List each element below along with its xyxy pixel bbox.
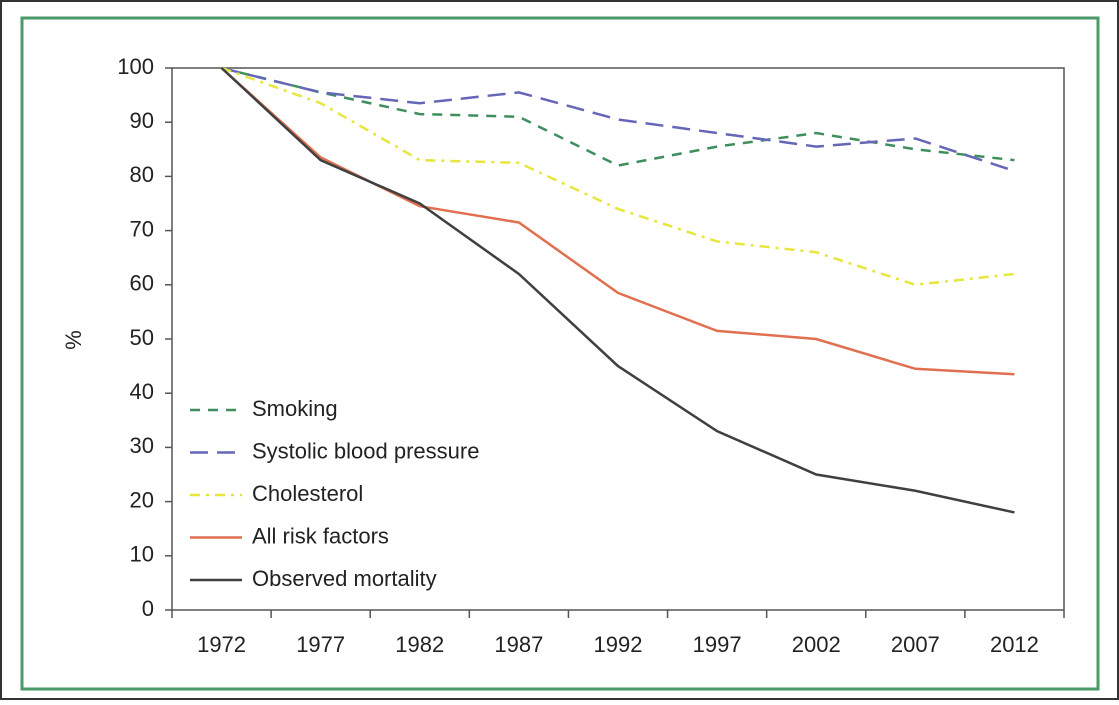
y-tick-label: 50 xyxy=(130,325,154,350)
frame xyxy=(20,16,1100,691)
legend-label: Systolic blood pressure xyxy=(252,438,479,463)
x-tick-label: 2012 xyxy=(990,632,1039,657)
x-tick-label: 2002 xyxy=(792,632,841,657)
legend-label: All risk factors xyxy=(252,523,389,548)
x-tick-label: 1977 xyxy=(296,632,345,657)
y-tick-label: 60 xyxy=(130,271,154,296)
series-line xyxy=(221,66,1015,287)
x-tick-label: 1972 xyxy=(197,632,246,657)
y-tick-label: 40 xyxy=(130,379,154,404)
x-tick-label: 2007 xyxy=(891,632,940,657)
y-tick-label: 20 xyxy=(130,487,154,512)
y-tick-label: 70 xyxy=(130,216,154,241)
y-tick-label: 90 xyxy=(130,108,154,133)
y-tick-label: 0 xyxy=(142,596,154,621)
series-line xyxy=(221,66,1015,167)
x-tick-label: 1997 xyxy=(693,632,742,657)
x-tick-label: 1992 xyxy=(594,632,643,657)
x-tick-label: 1982 xyxy=(395,632,444,657)
series-line xyxy=(221,66,1015,173)
y-tick-label: 80 xyxy=(130,162,154,187)
series-line xyxy=(220,67,1015,514)
y-tick-label: 100 xyxy=(117,54,154,79)
legend-label: Cholesterol xyxy=(252,481,363,506)
legend-label: Smoking xyxy=(252,396,338,421)
legend-label: Observed mortality xyxy=(252,566,437,591)
x-tick-label: 1987 xyxy=(494,632,543,657)
y-tick-label: 30 xyxy=(130,433,154,458)
y-axis-label: % xyxy=(61,330,86,350)
y-tick-label: 10 xyxy=(130,542,154,567)
